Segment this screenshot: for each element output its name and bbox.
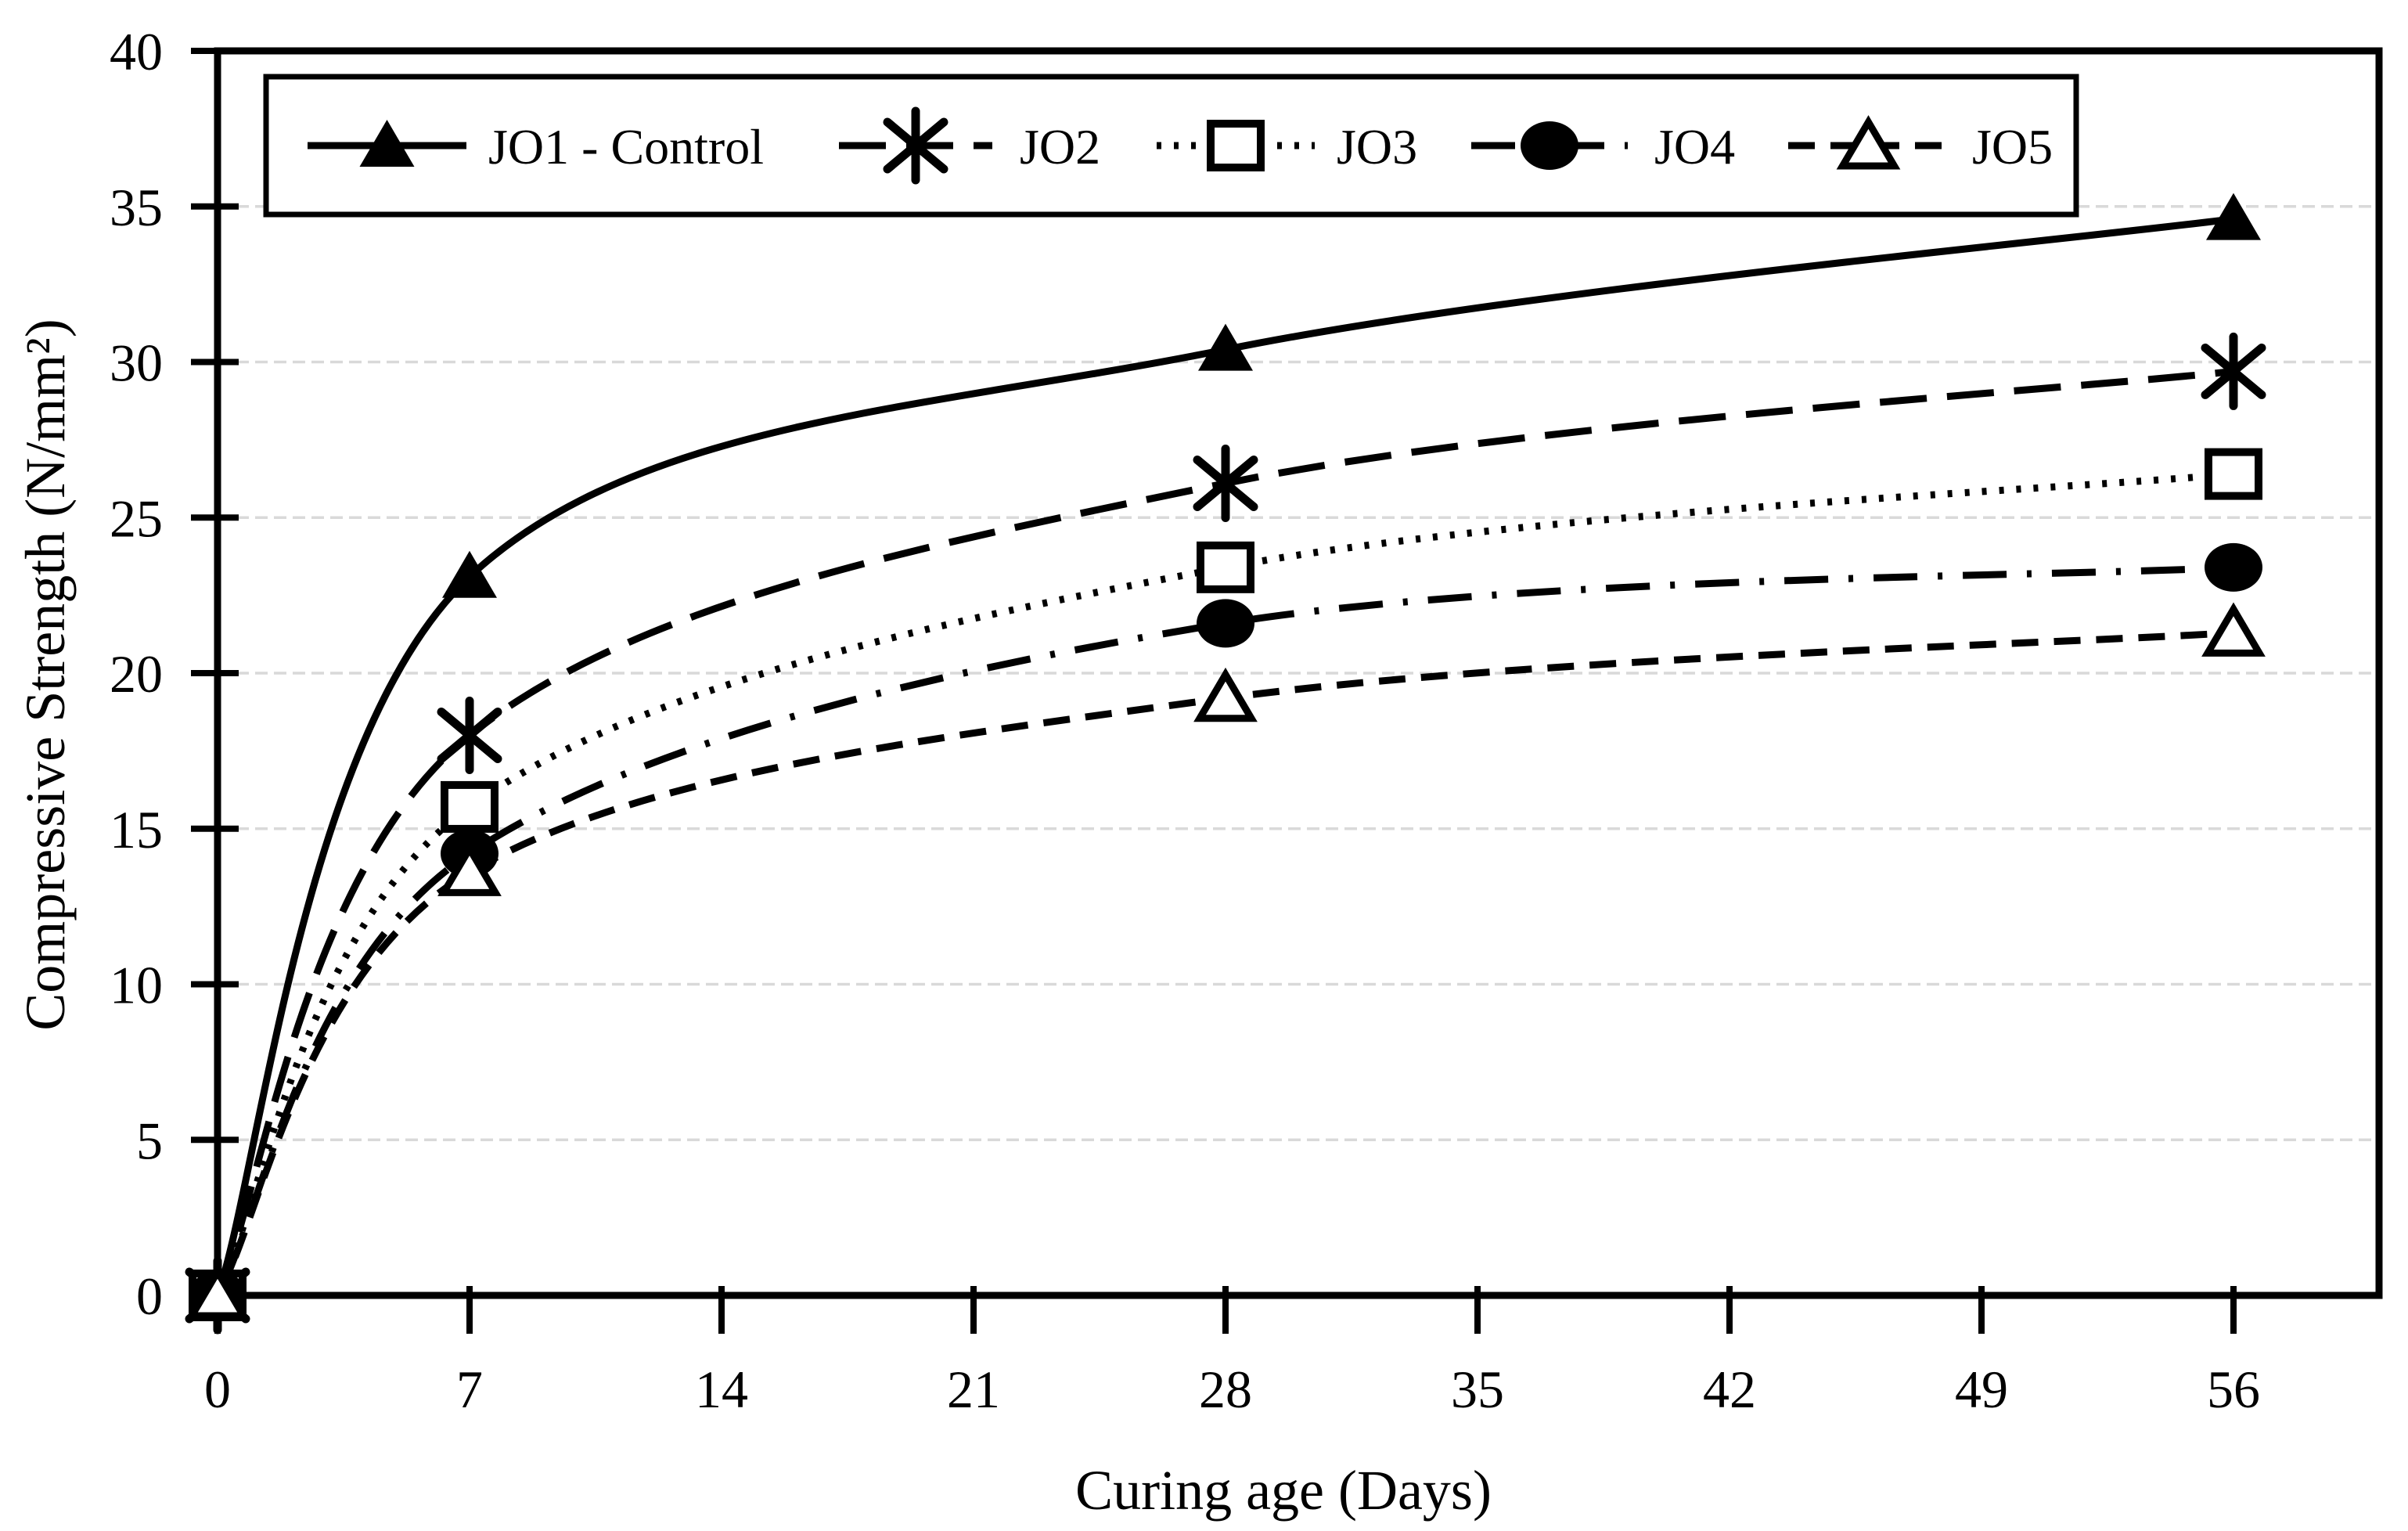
legend-item-jo3: JO3 — [1157, 119, 1417, 175]
series-jo2-marker-day-7 — [437, 697, 502, 774]
x-tick-label-35: 35 — [1451, 1360, 1504, 1419]
legend-item-jo5-label: JO5 — [1972, 119, 2053, 175]
y-tick-label-15: 15 — [110, 800, 163, 859]
x-tick-label-0: 0 — [204, 1360, 231, 1419]
y-axis-title: Compressive Strength (N/mm²) — [14, 319, 77, 1031]
series-jo4-marker-day-56 — [2205, 542, 2262, 592]
series-jo4-marker-day-28 — [1197, 599, 1254, 648]
series-jo1-control-marker-day-56 — [2206, 193, 2261, 240]
series-jo3-marker-day-7 — [441, 780, 499, 833]
legend-item-jo5: JO5 — [1788, 115, 2053, 175]
series-jo5-marker-day-7 — [437, 841, 502, 896]
series-jo5-line — [214, 629, 2234, 1298]
legend-item-jo1-control-label: JO1 - Control — [488, 119, 764, 175]
legend-item-jo4: JO4 — [1471, 119, 1735, 175]
legend-item-jo3-label: JO3 — [1337, 119, 1417, 175]
y-tick-label-40: 40 — [110, 22, 163, 81]
legend-item-jo2-label: JO2 — [1020, 119, 1100, 175]
x-tick-label-56: 56 — [2207, 1360, 2260, 1419]
legend-item-jo2-marker — [883, 106, 948, 185]
y-tick-label-20: 20 — [110, 644, 163, 704]
legend-item-jo1-control-marker — [359, 120, 415, 167]
series-layer — [185, 193, 2266, 1335]
legend-item-jo2: JO2 — [839, 106, 1100, 185]
x-axis-title: Curing age (Days) — [1075, 1459, 1492, 1522]
legend-item-jo4-label: JO4 — [1654, 119, 1735, 175]
legend-box — [263, 74, 2079, 218]
x-tick-label-42: 42 — [1703, 1360, 1756, 1419]
series-jo2-line — [214, 367, 2234, 1297]
series-jo3-marker-day-56 — [2205, 448, 2262, 500]
legend: JO1 - Control JO2 JO3 JO4 JO5 — [263, 74, 2079, 218]
series-jo1-control-marker-day-28 — [1198, 323, 1253, 371]
x-tick-label-21: 21 — [947, 1360, 1000, 1419]
series-jo3-marker-day-28 — [1197, 541, 1254, 593]
legend-item-jo5-marker — [1836, 115, 1901, 170]
series-jo5-marker-day-56 — [2201, 602, 2266, 657]
axes-layer: 0 5 10 15 20 25 30 35 40 0 7 14 21 28 35 42 49 56 — [110, 22, 2383, 1419]
legend-item-jo4-marker — [1521, 121, 1578, 170]
series-jo5-marker-day-0 — [185, 1265, 250, 1320]
y-tick-label-35: 35 — [110, 178, 163, 237]
series-jo5-marker-day-28 — [1193, 667, 1258, 722]
series-jo1-control-marker-day-7 — [442, 550, 497, 598]
legend-item-jo3-marker — [1207, 120, 1265, 171]
x-tick-label-28: 28 — [1199, 1360, 1252, 1419]
series-jo3-line — [214, 470, 2234, 1298]
y-tick-label-0: 0 — [136, 1266, 163, 1326]
x-tick-label-14: 14 — [695, 1360, 748, 1419]
legend-item-jo1-control: JO1 - Control — [308, 119, 764, 175]
y-tick-label-5: 5 — [136, 1111, 163, 1170]
series-jo1-control-line — [214, 215, 2234, 1297]
y-tick-label-30: 30 — [110, 333, 163, 393]
gridlines-layer — [218, 205, 2379, 1141]
x-tick-label-49: 49 — [1955, 1360, 2008, 1419]
series-jo2-marker-day-56 — [2201, 332, 2266, 410]
series-jo2-marker-day-28 — [1193, 445, 1258, 523]
y-tick-label-25: 25 — [110, 488, 163, 548]
x-tick-label-7: 7 — [456, 1360, 483, 1419]
y-tick-label-10: 10 — [110, 956, 163, 1015]
